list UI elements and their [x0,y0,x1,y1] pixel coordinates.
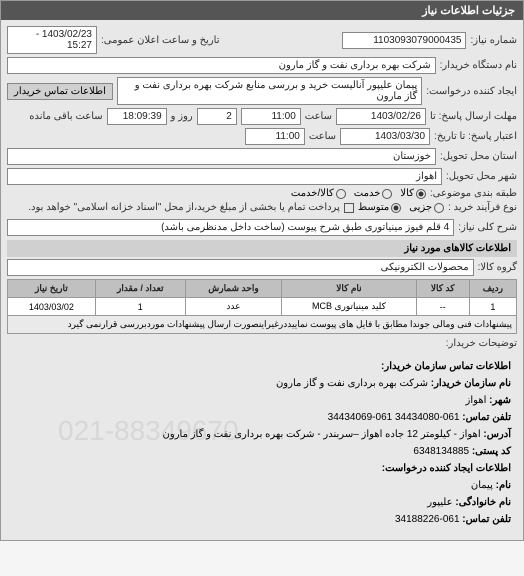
contact-phone: 061-34434080 061-34434069 [328,412,460,423]
contact-city-label: شهر: [489,395,511,406]
th-name: نام کالا [282,280,417,298]
table-note: پیشنهادات فنی ومالی جوندا مطابق با فایل … [8,316,517,334]
deadline-label: مهلت ارسال پاسخ: تا [430,111,517,122]
td-row: 1 [469,298,516,316]
contact-block: 021-88349670 اطلاعات تماس سازمان خریدار:… [7,352,517,534]
need-details-panel: جزئیات اطلاعات نیاز شماره نیاز: 11030930… [0,0,524,541]
td-name: کلید مینیاتوری MCB [282,298,417,316]
province-label: استان محل تحویل: [440,151,517,162]
announce-field: 1403/02/23 - 15:27 [7,26,97,54]
creator-phone-label: تلفن تماس: [462,514,511,525]
td-unit: عدد [185,298,281,316]
creator-field: پیمان علیپور آنالیست خرید و بررسی منابع … [117,77,422,105]
table-header-row: ردیف کد کالا نام کالا واحد شمارش تعداد /… [8,280,517,298]
goods-section-title: اطلاعات کالاهای مورد نیاز [7,240,517,257]
radio-icon [416,189,426,199]
creator-name-label: نام: [496,480,511,491]
buyer-org-label: نام دستگاه خریدار: [440,60,517,71]
contact-org: شرکت بهره برداری نفت و گاز مارون [276,378,428,389]
form-area: شماره نیاز: 1103093079000435 تاریخ و ساع… [1,20,523,540]
deadline-time-lbl: ساعت [305,111,332,122]
province-field: خوزستان [7,148,436,165]
pt-medium-option[interactable]: متوسط [358,202,401,213]
th-row: ردیف [469,280,516,298]
cat-service-option[interactable]: خدمت [354,188,393,199]
request-no-label: شماره نیاز: [470,35,517,46]
category-label: طبقه بندی موضوعی: [430,188,517,199]
creator-name: پیمان [471,480,493,491]
validity-label: اعتبار پاسخ: تا تاریخ: [434,131,517,142]
contact-postal: 6348134885 [413,446,469,457]
city-label: شهر محل تحویل: [446,171,517,182]
contact-phone-label: تلفن تماس: [462,412,511,423]
table-note-row: پیشنهادات فنی ومالی جوندا مطابق با فایل … [8,316,517,334]
td-code: -- [416,298,469,316]
contact-addr: اهواز - کیلومتر 12 جاده اهواز –سربندر - … [163,429,481,440]
radio-icon [336,189,346,199]
contact-postal-label: کد پستی: [472,446,511,457]
purchase-type-label: نوع فرآیند خرید : [448,202,517,213]
cat-goods-label: کالا [400,188,414,199]
hours-remain-field: 18:09:39 [107,108,167,125]
cat-service-label: خدمت [354,188,381,199]
td-qty: 1 [95,298,185,316]
pt-minor-label: جزیی [409,202,432,213]
contact-section-title: اطلاعات تماس سازمان خریدار: [13,358,511,375]
days-remain-lbl: روز و [171,111,193,122]
need-title-field: 4 قلم فیوز مینیاتوری طبق شرح پیوست (ساخت… [7,219,454,236]
treasury-checkbox[interactable] [344,203,354,213]
contact-addr-label: آدرس: [483,429,511,440]
validity-time-lbl: ساعت [309,131,336,142]
buyer-contact-button[interactable]: اطلاعات تماس خریدار [7,83,113,100]
hours-remain-lbl: ساعت باقی مانده [29,111,102,122]
need-title-label: شرح کلی نیاز: [458,222,517,233]
group-label: گروه کالا: [478,262,517,273]
radio-icon [382,189,392,199]
contact-city: اهواز [466,395,487,406]
pt-minor-option[interactable]: جزیی [409,202,444,213]
td-date: 1403/03/02 [8,298,96,316]
pt-medium-label: متوسط [358,202,389,213]
radio-icon [434,203,444,213]
deadline-date-field: 1403/02/26 [336,108,426,125]
validity-time-field: 11:00 [245,128,305,145]
creator-label: ایجاد کننده درخواست: [426,86,517,97]
announce-label: تاریخ و ساعت اعلان عمومی: [101,35,220,46]
category-radio-group: کالا خدمت کالا/خدمت [291,188,426,199]
cat-gs-label: کالا/خدمت [291,188,334,199]
panel-header: جزئیات اطلاعات نیاز [1,1,523,20]
creator-family: علیپور [427,497,452,508]
th-unit: واحد شمارش [185,280,281,298]
cat-goods-service-option[interactable]: کالا/خدمت [291,188,346,199]
cat-goods-option[interactable]: کالا [400,188,426,199]
deadline-time-field: 11:00 [241,108,301,125]
pt-note: پرداخت تمام یا بخشی از مبلغ خرید،از محل … [28,202,340,213]
buyer-notes-label: توضیحات خریدار: [446,338,517,349]
th-qty: تعداد / مقدار [95,280,185,298]
city-field: اهواز [7,168,442,185]
creator-phone: 061-34188226 [395,514,460,525]
th-date: تاریخ نیاز [8,280,96,298]
creator-section-title: اطلاعات ایجاد کننده درخواست: [13,460,511,477]
request-no-field: 1103093079000435 [342,32,467,49]
days-remain-field: 2 [197,108,237,125]
th-code: کد کالا [416,280,469,298]
table-row: 1 -- کلید مینیاتوری MCB عدد 1 1403/03/02 [8,298,517,316]
creator-family-label: نام خانوادگی: [455,497,511,508]
contact-org-label: نام سازمان خریدار: [431,378,511,389]
validity-date-field: 1403/03/30 [340,128,430,145]
purchase-type-group: جزیی متوسط [358,202,444,213]
buyer-org-field: شرکت بهره برداری نفت و گاز مارون [7,57,436,74]
goods-table: ردیف کد کالا نام کالا واحد شمارش تعداد /… [7,279,517,334]
radio-icon [391,203,401,213]
group-field: محصولات الکترونیکی [7,259,474,276]
